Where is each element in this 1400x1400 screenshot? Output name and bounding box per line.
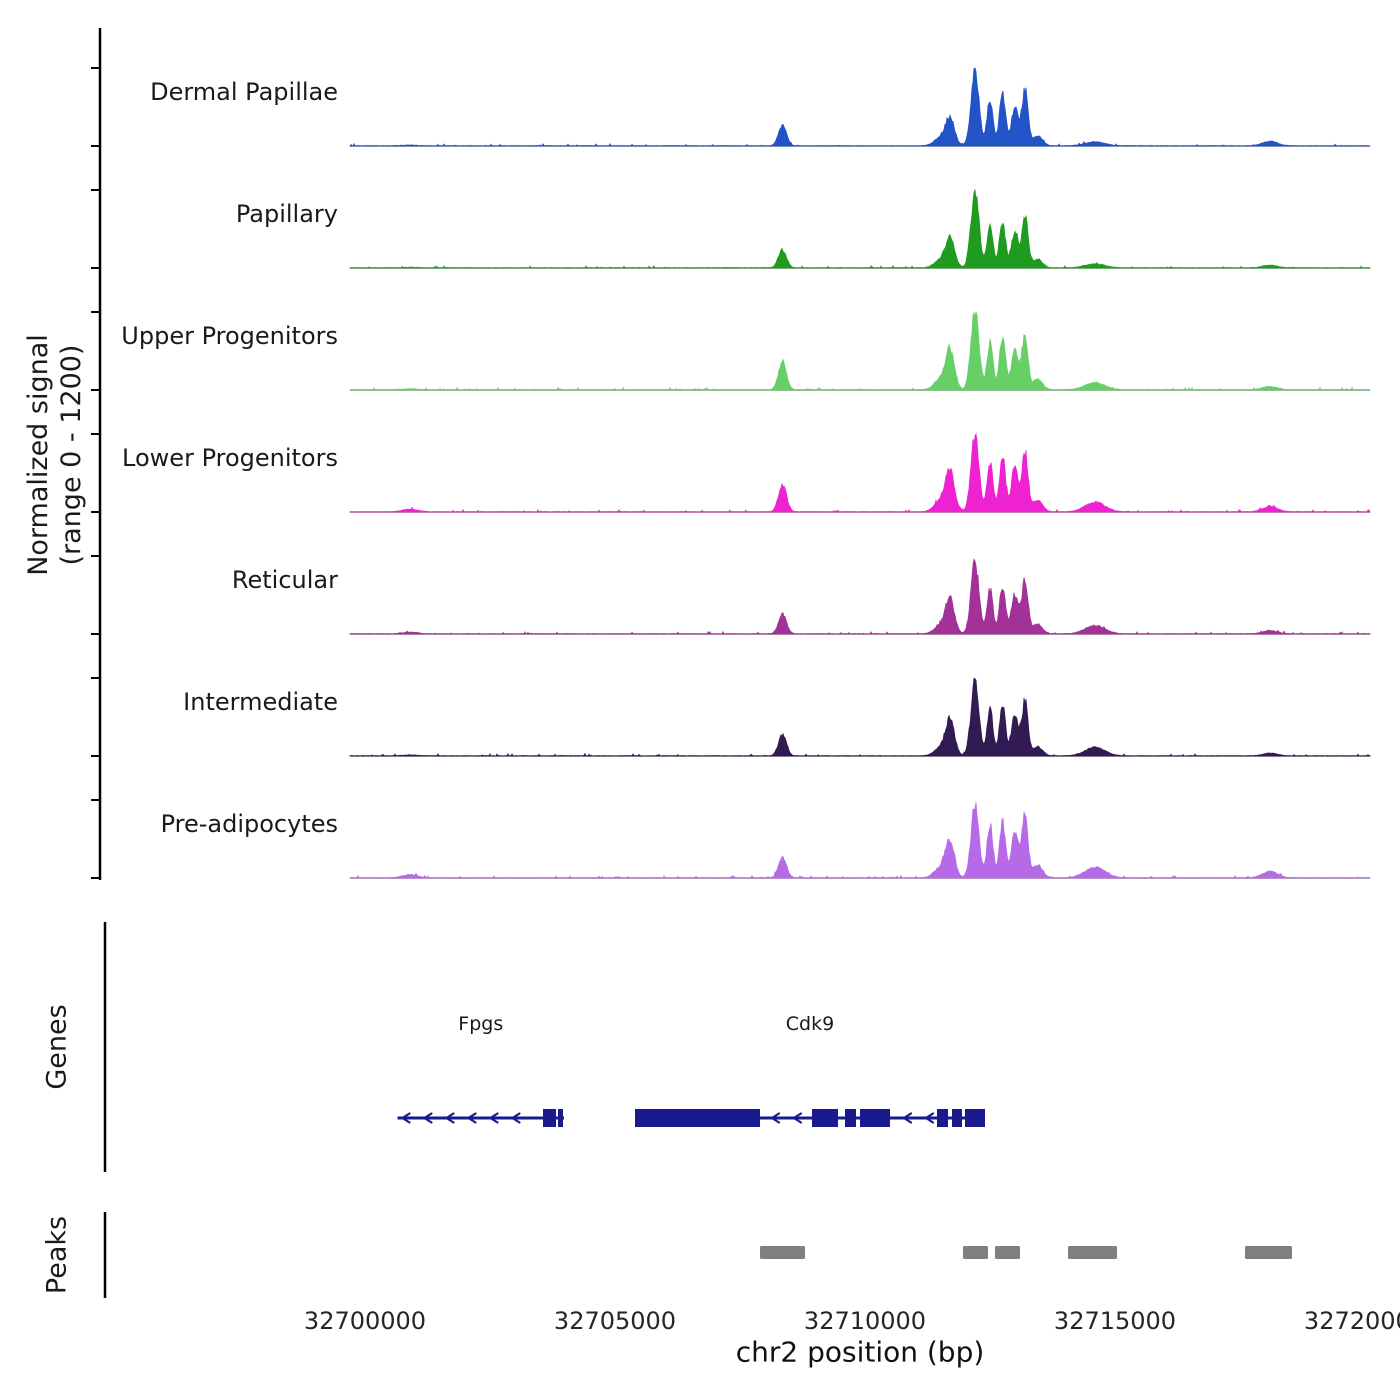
gene-exon bbox=[937, 1109, 948, 1127]
signal-area-1 bbox=[349, 188, 1371, 269]
gene-exon bbox=[965, 1109, 985, 1127]
gene-exon bbox=[845, 1109, 856, 1127]
gene-exon bbox=[860, 1109, 890, 1127]
peak-call-rect bbox=[1245, 1246, 1292, 1259]
peak-call-rect bbox=[995, 1246, 1020, 1259]
gene-exon bbox=[543, 1109, 556, 1127]
y-axis-title-line1: Normalized signal bbox=[23, 334, 54, 576]
track-label: Papillary bbox=[235, 200, 338, 228]
gene-exon bbox=[812, 1109, 838, 1127]
gene-strand-arrow bbox=[923, 1112, 935, 1124]
track-label: Reticular bbox=[231, 566, 338, 594]
gene-strand-arrow bbox=[488, 1112, 499, 1124]
peak-call-rect bbox=[760, 1246, 805, 1259]
gene-exon bbox=[952, 1109, 962, 1127]
gene-strand-arrow bbox=[400, 1112, 411, 1124]
signal-area-3 bbox=[349, 432, 1371, 513]
peaks-panel-label: Peaks bbox=[41, 1215, 73, 1295]
x-tick-label: 32715000 bbox=[1053, 1307, 1177, 1335]
x-tick-label: 32720000 bbox=[1303, 1307, 1400, 1335]
signal-area-5 bbox=[349, 677, 1371, 757]
gene-exon bbox=[558, 1109, 563, 1127]
track-label: Upper Progenitors bbox=[121, 322, 338, 350]
genes-panel-label: Genes bbox=[41, 1004, 73, 1090]
track-label: Lower Progenitors bbox=[122, 444, 338, 472]
signal-area-4 bbox=[349, 558, 1371, 635]
x-tick-label: 32705000 bbox=[553, 1307, 677, 1335]
gene-name: Cdk9 bbox=[785, 1013, 835, 1035]
gene-exon bbox=[635, 1109, 760, 1127]
gene-strand-arrow bbox=[466, 1112, 477, 1124]
track-label: Dermal Papillae bbox=[150, 78, 338, 106]
gene-strand-arrow bbox=[510, 1112, 521, 1124]
track-label: Pre-adipocytes bbox=[160, 810, 338, 838]
gene-strand-arrow bbox=[769, 1112, 781, 1124]
peak-call-rect bbox=[963, 1246, 988, 1259]
signal-area-2 bbox=[349, 311, 1371, 391]
x-tick-label: 32710000 bbox=[803, 1307, 927, 1335]
x-axis-title: chr2 position (bp) bbox=[735, 1335, 985, 1369]
signal-area-0 bbox=[349, 67, 1371, 147]
signal-area-6 bbox=[349, 802, 1371, 879]
peak-call-rect bbox=[1068, 1246, 1117, 1259]
gene-name: Fpgs bbox=[458, 1013, 504, 1035]
gene-strand-arrow bbox=[422, 1112, 433, 1124]
track-label: Intermediate bbox=[183, 688, 338, 716]
x-tick-label: 32700000 bbox=[303, 1307, 427, 1335]
gene-strand-arrow bbox=[791, 1112, 803, 1124]
gene-strand-arrow bbox=[444, 1112, 455, 1124]
gene-strand-arrow bbox=[901, 1112, 913, 1124]
